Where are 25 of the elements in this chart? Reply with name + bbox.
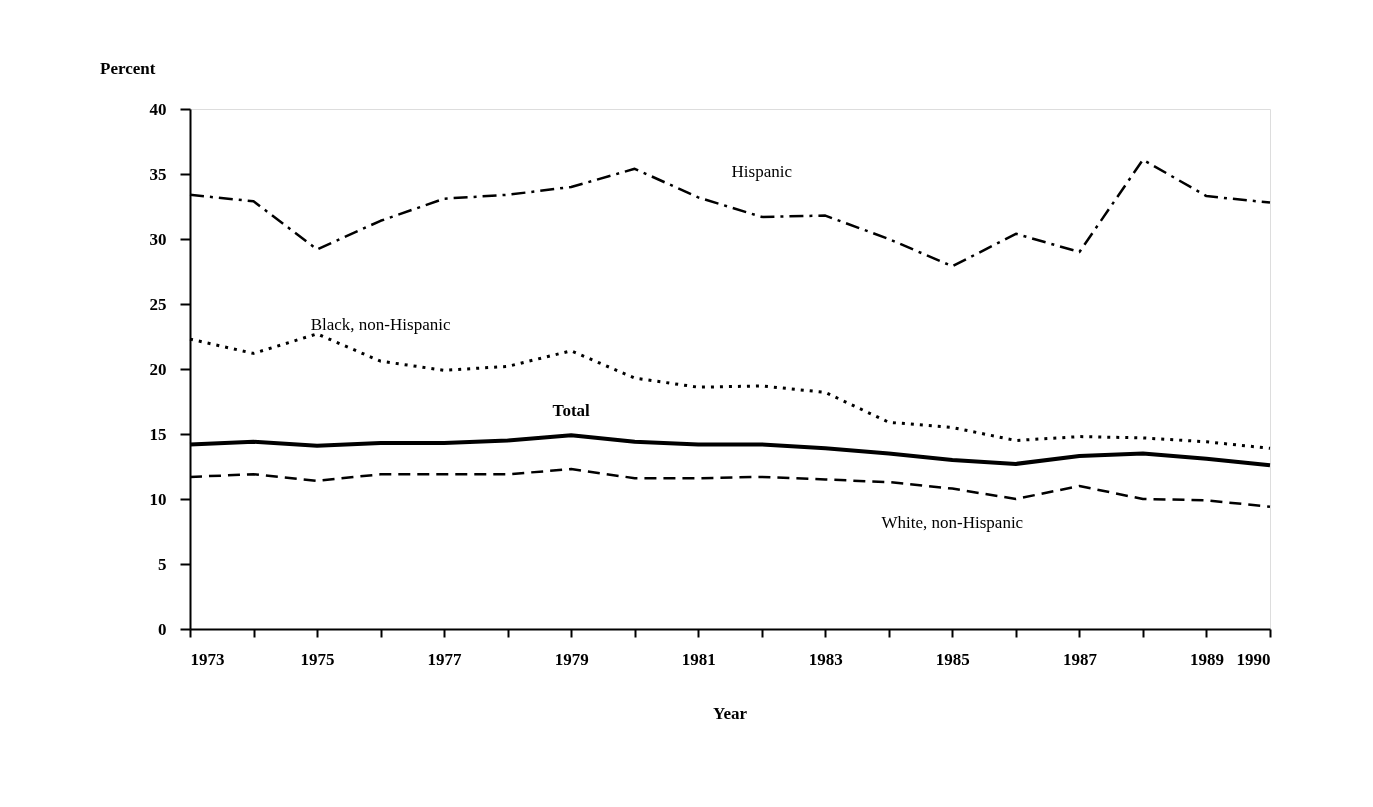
series-label: Total (552, 401, 591, 421)
series-label: Hispanic (731, 161, 793, 181)
x-tick-label: 1989 (1189, 649, 1224, 669)
x-tick-label: 1979 (554, 649, 589, 669)
y-axis-title: Percent (100, 59, 156, 78)
y-tick-label: 5 (158, 554, 167, 574)
x-tick-label: 1990 (1236, 649, 1271, 669)
x-tick-label: 1975 (300, 649, 335, 669)
y-tick-label: 15 (149, 424, 167, 444)
y-tick-label: 10 (149, 489, 167, 509)
y-tick-label: 40 (149, 99, 167, 119)
x-tick-label: 1973 (190, 649, 225, 669)
y-tick-label: 25 (149, 294, 167, 314)
x-tick-label: 1977 (427, 649, 463, 669)
y-tick-label: 30 (149, 229, 167, 249)
y-tick-label: 0 (158, 619, 167, 639)
y-tick-label: 35 (149, 164, 167, 184)
series-label: White, non-Hispanic (881, 512, 1024, 532)
x-tick-label: 1981 (681, 649, 716, 669)
x-tick-label: 1983 (808, 649, 843, 669)
series-label: Black, non-Hispanic (310, 315, 451, 335)
x-axis-title: Year (713, 704, 748, 723)
x-tick-label: 1987 (1062, 649, 1098, 669)
x-tick-label: 1985 (935, 649, 970, 669)
y-tick-label: 20 (149, 359, 167, 379)
